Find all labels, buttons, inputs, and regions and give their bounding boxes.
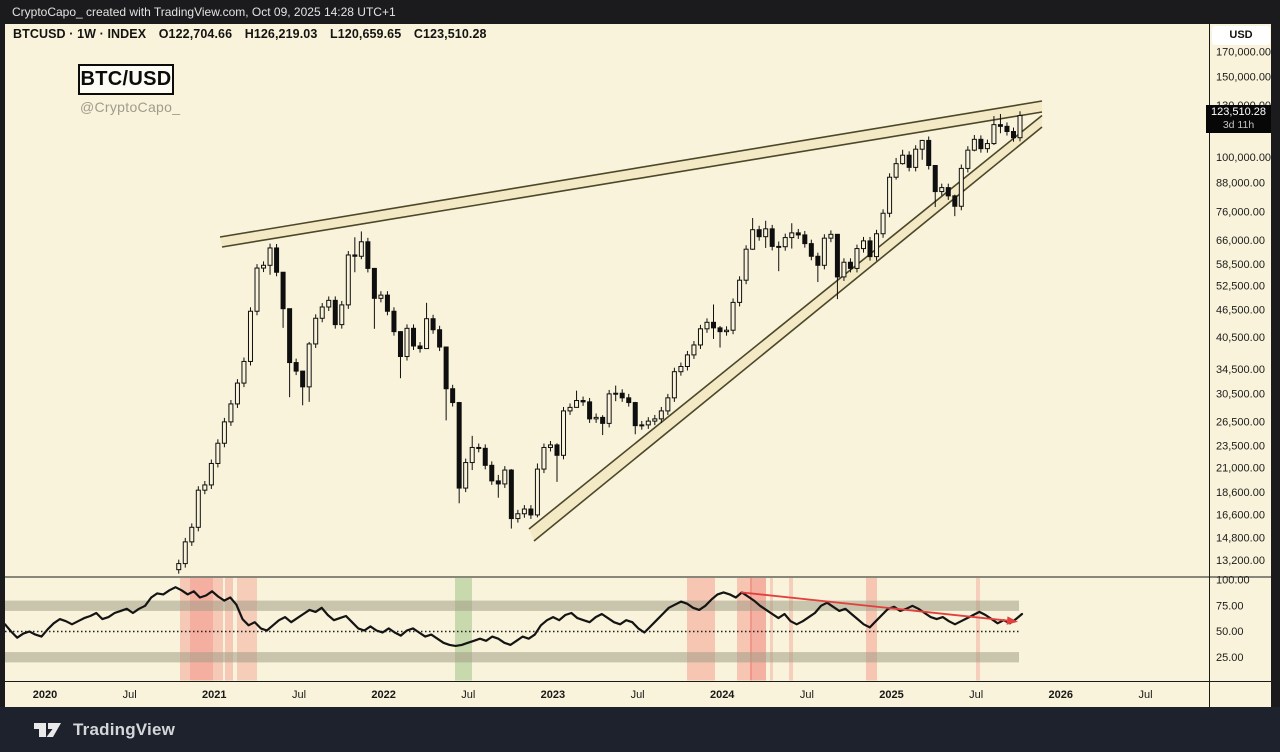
svg-text:34,500.00: 34,500.00 [1216, 364, 1265, 376]
svg-text:14,800.00: 14,800.00 [1216, 532, 1265, 544]
author-handle: @CryptoCapo_ [80, 99, 181, 115]
ohlc-high: H126,219.03 [244, 27, 318, 41]
svg-text:2022: 2022 [371, 689, 395, 701]
svg-text:Jul: Jul [631, 689, 645, 701]
tradingview-logo-icon[interactable] [33, 718, 63, 742]
svg-text:100,000.00: 100,000.00 [1216, 152, 1271, 164]
svg-text:50.00: 50.00 [1216, 626, 1244, 638]
screenshot-info-text: CryptoCapo_ created with TradingView.com… [12, 5, 396, 19]
ohlc-close: C123,510.28 [413, 27, 487, 41]
svg-text:46,500.00: 46,500.00 [1216, 305, 1265, 317]
svg-text:13,200.00: 13,200.00 [1216, 555, 1265, 567]
svg-text:100.00: 100.00 [1216, 575, 1250, 587]
svg-text:Jul: Jul [461, 689, 475, 701]
tradingview-brand-text[interactable]: TradingView [73, 719, 176, 739]
svg-text:2024: 2024 [710, 689, 735, 701]
ohlc-low: L120,659.65 [329, 27, 402, 41]
svg-text:30,500.00: 30,500.00 [1216, 388, 1265, 400]
svg-text:2026: 2026 [1049, 689, 1073, 701]
svg-text:88,000.00: 88,000.00 [1216, 178, 1265, 190]
svg-text:76,000.00: 76,000.00 [1216, 207, 1265, 219]
svg-text:75.00: 75.00 [1216, 600, 1244, 612]
svg-text:170,000.00: 170,000.00 [1216, 47, 1271, 59]
svg-text:25.00: 25.00 [1216, 652, 1244, 664]
footer-bar: TradingView [0, 707, 1280, 752]
symbol-ohlc-row[interactable]: BTCUSD · 1W · INDEX O122,704.66 H126,219… [13, 27, 487, 41]
svg-text:2023: 2023 [541, 689, 565, 701]
svg-text:150,000.00: 150,000.00 [1216, 71, 1271, 83]
svg-text:58,500.00: 58,500.00 [1216, 259, 1265, 271]
last-price-label: 123,510.28 3d 11h [1206, 105, 1271, 133]
right-edge-strip [1271, 24, 1280, 707]
symbol-title: BTCUSD · 1W · INDEX [13, 27, 147, 41]
svg-text:26,500.00: 26,500.00 [1216, 416, 1265, 428]
currency-button[interactable]: USD [1212, 26, 1270, 45]
svg-text:2021: 2021 [202, 689, 226, 701]
svg-text:2020: 2020 [33, 689, 57, 701]
svg-text:40,500.00: 40,500.00 [1216, 332, 1265, 344]
screenshot-info-bar: CryptoCapo_ created with TradingView.com… [0, 0, 1280, 24]
chart-canvas[interactable]: 170,000.00150,000.00130,000.00100,000.00… [0, 24, 1280, 707]
svg-text:Jul: Jul [1138, 689, 1152, 701]
svg-text:66,000.00: 66,000.00 [1216, 235, 1265, 247]
svg-text:Jul: Jul [800, 689, 814, 701]
last-price-value: 123,510.28 [1210, 106, 1267, 118]
svg-text:52,500.00: 52,500.00 [1216, 280, 1265, 292]
left-edge-strip [0, 24, 5, 707]
svg-text:23,500.00: 23,500.00 [1216, 440, 1265, 452]
bar-countdown: 3d 11h [1222, 119, 1255, 131]
svg-text:21,000.00: 21,000.00 [1216, 463, 1265, 475]
ohlc-open: O122,704.66 [158, 27, 233, 41]
svg-text:18,600.00: 18,600.00 [1216, 487, 1265, 499]
svg-text:16,600.00: 16,600.00 [1216, 509, 1265, 521]
svg-text:Jul: Jul [123, 689, 137, 701]
svg-text:Jul: Jul [969, 689, 983, 701]
svg-text:2025: 2025 [879, 689, 903, 701]
chart-title-box: BTC/USD [78, 64, 174, 95]
svg-text:Jul: Jul [292, 689, 306, 701]
